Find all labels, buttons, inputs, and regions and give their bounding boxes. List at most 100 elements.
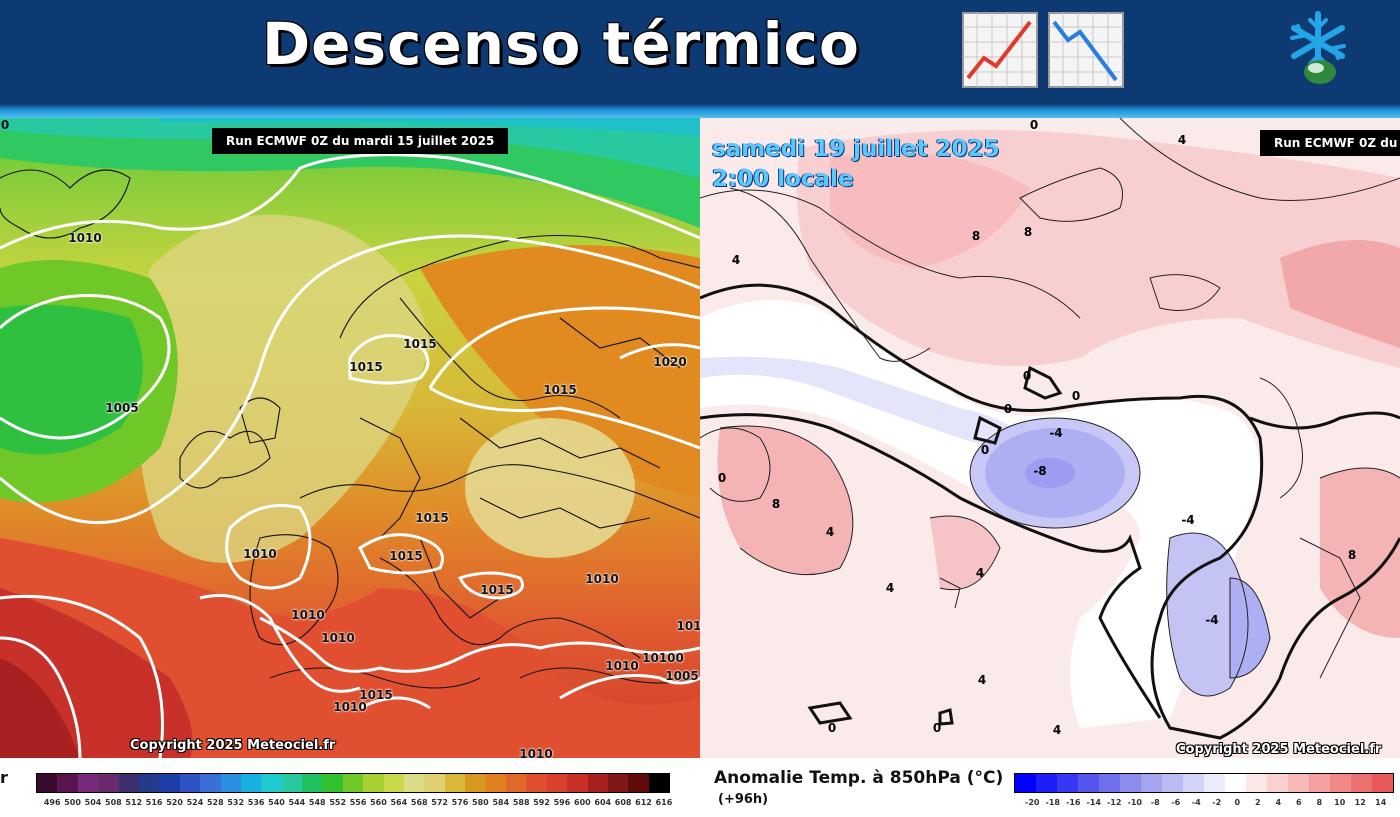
legend-swatch [383,774,405,792]
legend-swatch [200,774,221,792]
legend-swatch [302,774,323,792]
legend-swatch [342,774,364,792]
left-run-label: Run ECMWF 0Z du mardi 15 juillet 2025 [212,128,509,154]
pressure-label: 1015 [359,688,393,702]
pressure-label: 1020 [653,355,687,369]
legend-tick-label: 8 [1316,798,1323,807]
header-banner [0,0,1400,104]
pressure-label: 1010 [243,547,277,561]
anomaly-label: 0 [827,721,837,735]
legend-swatch [1036,774,1057,792]
anomaly-label: 4 [977,673,987,687]
legend-swatch [363,774,384,792]
legend-swatch [1120,774,1141,792]
legend-swatch [485,774,506,792]
anomaly-label: -8 [1033,464,1047,478]
legend-tick-label: 516 [145,798,163,807]
legend-tick-label: 596 [553,798,571,807]
anomaly-label: 0 [1071,389,1081,403]
right-run-label: Run ECMWF 0Z du [1260,130,1400,156]
legend-swatch [159,774,180,792]
legend-tick-label: -12 [1107,798,1122,807]
anomaly-label: 0 [932,721,942,735]
chart-decreasing-icon [1048,12,1124,88]
legend-tick-label: 544 [288,798,306,807]
legend-tick-label: -10 [1127,798,1142,807]
legend-tick-label: 532 [227,798,245,807]
anomaly-label: 0 [717,471,727,485]
legend-tick-label: 500 [64,798,81,807]
legend-tick-label: -14 [1086,798,1101,807]
anomaly-label: 4 [731,253,741,267]
temperature-anomaly-map: samedi 19 juillet 2025 2:00 locale Run E… [700,118,1400,758]
pressure-label: 10100 [642,651,684,665]
legend-swatch [526,774,547,792]
chart-increasing-icon [962,12,1038,88]
geopotential-color-scale [36,773,671,793]
legend-tick-label: 552 [329,798,347,807]
legend-swatch [1183,774,1204,792]
snowflake-logo-icon [1290,11,1346,84]
legend-tick-label: 572 [431,798,448,807]
legend-tick-label: 580 [472,798,489,807]
pressure-label: 1010 [321,631,355,645]
pressure-label: 1015 [480,583,514,597]
pressure-label: 1005 [665,669,699,683]
pressure-label: 1015 [403,337,437,351]
legend-tick-label: 508 [105,798,122,807]
anomaly-label: -4 [1049,426,1063,440]
anomaly-label: 0 [1029,118,1039,132]
anomaly-label: -4 [1205,613,1219,627]
legend-tick-label: 564 [390,798,408,807]
anomaly-title: Anomalie Temp. à 850hPa (°C) [714,768,1004,788]
pressure-label: 1015 [543,383,577,397]
legend-swatch [1309,774,1330,792]
legend-swatch [1372,774,1393,792]
legend-swatch [1141,774,1162,792]
legend-tick-label: 496 [43,798,61,807]
legend-swatch [628,774,649,792]
legend-swatch [77,774,99,792]
legend-tick-label: 584 [492,798,510,807]
legend-tick-label: -18 [1045,798,1060,807]
legend-tick-label: 548 [308,798,326,807]
legend-tick-label: 588 [512,798,530,807]
legend-tick-label: 6 [1295,798,1302,807]
anomaly-label: 4 [975,566,985,580]
legend-swatch [1162,774,1183,792]
pressure-label: 1010 [585,572,619,586]
legend-tick-label: 568 [410,798,428,807]
legend-tick-label: 592 [533,798,550,807]
legend-tick-label: 604 [594,798,612,807]
legend-tick-label: 0 [1234,798,1241,807]
pressure-label: 1010 [333,700,367,714]
legend-swatch [567,774,588,792]
legend-tick-label: 576 [451,798,469,807]
anomaly-forecast-hour: (+96h) [718,792,769,807]
legend-swatch [505,774,527,792]
legend-tick-label: 616 [655,798,673,807]
pressure-label: 1010 [519,747,553,758]
legend-tick-label: 520 [166,798,183,807]
anomaly-label: 0 [1022,369,1032,383]
forecast-date: samedi 19 juillet 2025 [712,136,1000,162]
legend-swatch [1267,774,1288,792]
pressure-label: 1015 [349,360,383,374]
legend-tick-label: 4 [1275,798,1282,807]
header-divider [0,104,1400,118]
anomaly-label: 0 [1003,402,1013,416]
anomaly-color-scale [1014,773,1394,793]
legend-tick-label: 12 [1354,798,1366,807]
legend-swatch [261,774,282,792]
legend-tick-label: -6 [1171,798,1181,807]
anomaly-label: 4 [825,525,835,539]
pressure-label: 1010 [68,231,102,245]
legend-tick-label: 504 [84,798,102,807]
anomaly-label: 8 [971,229,981,243]
legend-swatch [607,774,629,792]
legend-tick-label: 600 [574,798,591,807]
legend-tick-label: 10 [1334,798,1346,807]
pressure-label: 1015 [389,549,423,563]
left-legend-cut-label: r [0,768,8,787]
pressure-label: 1005 [105,401,139,415]
